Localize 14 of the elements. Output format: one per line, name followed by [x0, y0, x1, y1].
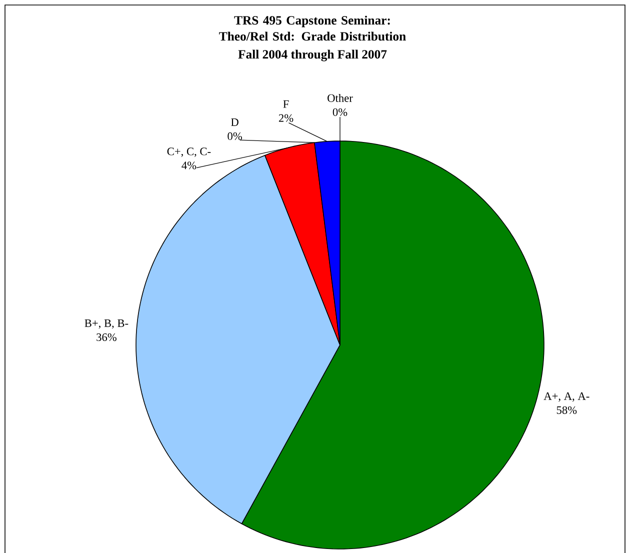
data-label: 2% — [278, 114, 294, 122]
chart-subtitle: Fall 2004 through Fall 2007 — [238, 50, 387, 62]
slice-label: C+, C, C- — [167, 148, 211, 157]
category-label: Other — [328, 94, 353, 102]
data-label: 4% — [182, 162, 196, 170]
data-label: 36% — [96, 333, 116, 342]
data-label: 58% — [556, 406, 577, 414]
text: 0% — [332, 108, 348, 116]
category-label: D — [231, 118, 238, 126]
slice-label: B+, B, B- — [84, 320, 128, 329]
chart-title: TRS 495 Capstone Seminar: Theo/Rel Std: Grade Distribution — [219, 16, 406, 41]
text: 0% — [228, 132, 242, 140]
slice-label: F — [283, 100, 289, 108]
slice-label: A+, A, A- — [544, 392, 590, 402]
